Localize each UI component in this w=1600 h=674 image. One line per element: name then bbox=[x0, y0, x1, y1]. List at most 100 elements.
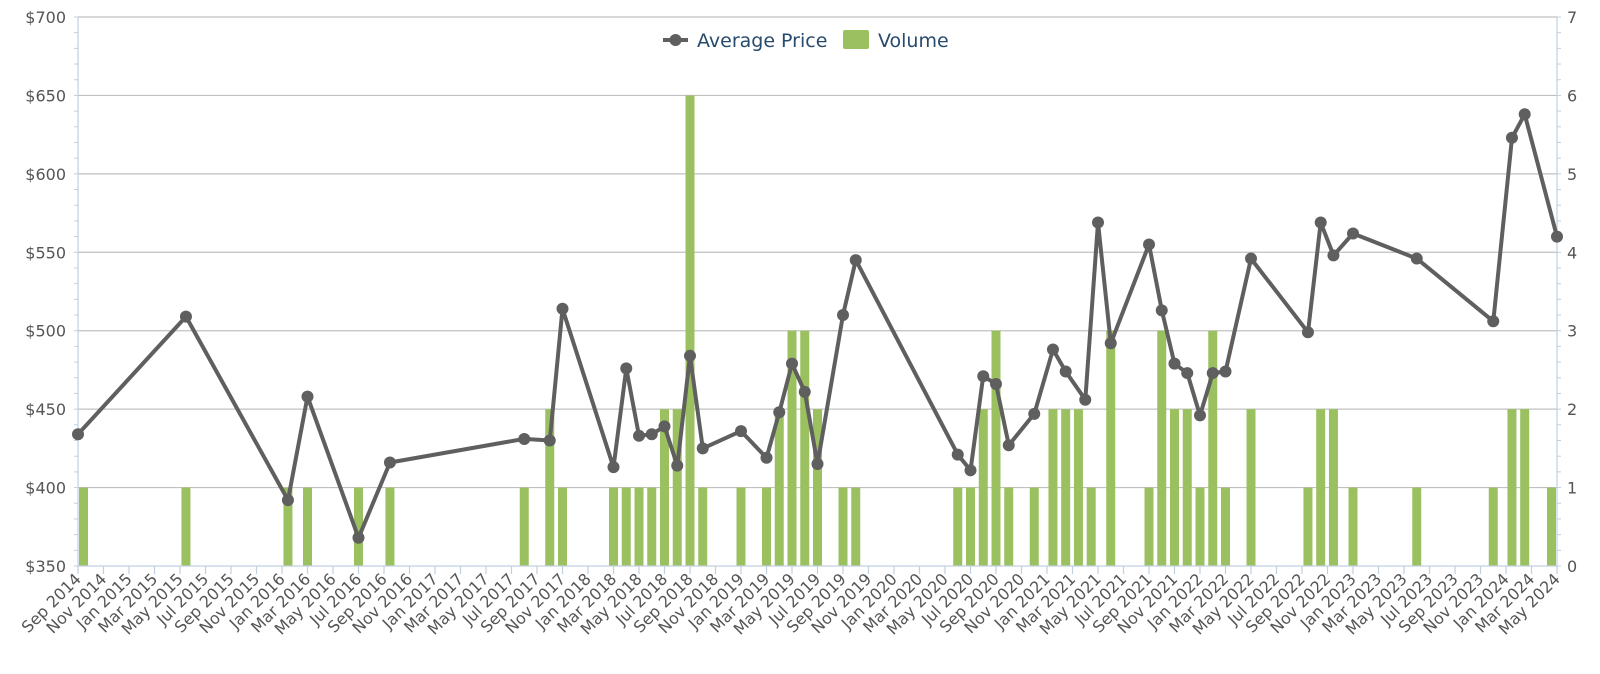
average-price-marker[interactable] bbox=[798, 385, 811, 398]
volume-bar[interactable] bbox=[1303, 487, 1313, 566]
volume-bar[interactable] bbox=[1182, 409, 1192, 566]
average-price-marker[interactable] bbox=[735, 425, 747, 438]
average-price-marker[interactable] bbox=[1314, 216, 1327, 229]
average-price-marker[interactable] bbox=[352, 531, 365, 544]
average-price-marker[interactable] bbox=[645, 428, 658, 441]
average-price-marker[interactable] bbox=[684, 349, 696, 362]
volume-bar[interactable] bbox=[851, 487, 861, 566]
volume-bar[interactable] bbox=[800, 330, 810, 566]
volume-bar[interactable] bbox=[1106, 330, 1116, 566]
volume-bar[interactable] bbox=[1195, 487, 1205, 566]
volume-bar[interactable] bbox=[991, 330, 1001, 566]
volume-bar[interactable] bbox=[1221, 487, 1230, 566]
volume-bar[interactable] bbox=[672, 409, 682, 566]
volume-bar[interactable] bbox=[1144, 487, 1154, 566]
average-price-marker[interactable] bbox=[1194, 409, 1206, 422]
volume-bar[interactable] bbox=[354, 487, 363, 566]
volume-bar[interactable] bbox=[698, 487, 708, 566]
volume-bar[interactable] bbox=[1547, 487, 1556, 566]
average-price-marker[interactable] bbox=[837, 309, 849, 322]
average-price-marker[interactable] bbox=[1245, 252, 1257, 265]
average-price-marker[interactable] bbox=[964, 464, 977, 477]
average-price-marker[interactable] bbox=[1155, 304, 1168, 317]
average-price-marker[interactable] bbox=[607, 461, 620, 474]
volume-bar[interactable] bbox=[1348, 487, 1358, 566]
average-price-marker[interactable] bbox=[1518, 108, 1531, 121]
average-price-marker[interactable] bbox=[658, 420, 671, 433]
average-price-marker[interactable] bbox=[1002, 439, 1015, 452]
legend[interactable]: Average Price Volume bbox=[663, 30, 949, 52]
average-price-marker[interactable] bbox=[1347, 227, 1359, 240]
volume-bar[interactable] bbox=[1073, 409, 1083, 566]
average-price-marker[interactable] bbox=[620, 362, 633, 375]
average-price-marker[interactable] bbox=[696, 442, 709, 455]
average-price-marker[interactable] bbox=[1168, 357, 1181, 370]
volume-bar[interactable] bbox=[558, 487, 567, 566]
average-price-marker[interactable] bbox=[977, 370, 990, 383]
volume-bar[interactable] bbox=[813, 409, 822, 566]
average-price-marker[interactable] bbox=[556, 302, 569, 315]
average-price-marker[interactable] bbox=[72, 428, 84, 441]
average-price-marker[interactable] bbox=[1046, 343, 1059, 356]
average-price-marker[interactable] bbox=[990, 378, 1002, 391]
average-price-marker[interactable] bbox=[773, 406, 786, 419]
average-price-marker[interactable] bbox=[1551, 230, 1563, 243]
average-price-marker[interactable] bbox=[1505, 131, 1518, 144]
volume-bar[interactable] bbox=[685, 95, 695, 566]
volume-bar[interactable] bbox=[787, 330, 797, 566]
volume-bar[interactable] bbox=[774, 409, 784, 566]
average-price-marker[interactable] bbox=[281, 494, 294, 507]
average-price-marker[interactable] bbox=[849, 254, 862, 267]
volume-bar[interactable] bbox=[1061, 409, 1071, 566]
volume-bar[interactable] bbox=[303, 487, 312, 566]
volume-bar[interactable] bbox=[1208, 330, 1218, 566]
volume-bar[interactable] bbox=[634, 487, 644, 566]
volume-bar[interactable] bbox=[385, 487, 395, 566]
volume-bar[interactable] bbox=[1328, 409, 1338, 566]
average-price-marker[interactable] bbox=[1410, 252, 1423, 265]
average-price-marker[interactable] bbox=[1206, 367, 1219, 380]
volume-bar[interactable] bbox=[1246, 409, 1256, 566]
volume-bar[interactable] bbox=[1520, 409, 1530, 566]
volume-bar[interactable] bbox=[736, 487, 746, 566]
average-price-marker[interactable] bbox=[1104, 337, 1117, 350]
average-price-marker[interactable] bbox=[1092, 216, 1104, 229]
volume-bar[interactable] bbox=[1157, 330, 1167, 566]
volume-bar[interactable] bbox=[953, 487, 963, 566]
volume-bar[interactable] bbox=[1412, 487, 1422, 566]
average-price-marker[interactable] bbox=[1301, 326, 1314, 339]
volume-bar[interactable] bbox=[621, 487, 631, 566]
average-price-marker[interactable] bbox=[1487, 315, 1500, 328]
volume-bar[interactable] bbox=[966, 487, 975, 566]
volume-bar[interactable] bbox=[978, 409, 988, 566]
average-price-marker[interactable] bbox=[633, 429, 645, 442]
legend-item-average-price[interactable]: Average Price bbox=[663, 30, 827, 52]
volume-bar[interactable] bbox=[79, 487, 88, 566]
average-price-marker[interactable] bbox=[1028, 407, 1041, 420]
volume-bar[interactable] bbox=[1507, 409, 1517, 566]
volume-bar[interactable] bbox=[762, 487, 771, 566]
average-price-marker[interactable] bbox=[1181, 367, 1194, 380]
volume-bar[interactable] bbox=[1029, 487, 1039, 566]
average-price-marker[interactable] bbox=[671, 459, 684, 472]
volume-bar[interactable] bbox=[1004, 487, 1014, 566]
average-price-marker[interactable] bbox=[1219, 365, 1232, 378]
average-price-marker[interactable] bbox=[301, 390, 314, 403]
volume-bar[interactable] bbox=[609, 487, 618, 566]
average-price-marker[interactable] bbox=[1079, 393, 1092, 406]
volume-bar[interactable] bbox=[283, 487, 293, 566]
volume-bar[interactable] bbox=[838, 487, 848, 566]
volume-bar[interactable] bbox=[1316, 409, 1326, 566]
average-price-marker[interactable] bbox=[1059, 365, 1072, 378]
average-price-marker[interactable] bbox=[1327, 249, 1340, 262]
average-price-marker[interactable] bbox=[179, 310, 192, 323]
volume-bar[interactable] bbox=[545, 409, 555, 566]
volume-bar[interactable] bbox=[519, 487, 529, 566]
average-price-marker[interactable] bbox=[1143, 238, 1155, 251]
volume-bar[interactable] bbox=[181, 487, 191, 566]
average-price-marker[interactable] bbox=[786, 357, 798, 370]
volume-bar[interactable] bbox=[1086, 487, 1096, 566]
volume-bar[interactable] bbox=[1048, 409, 1058, 566]
volume-bar[interactable] bbox=[660, 409, 669, 566]
average-price-marker[interactable] bbox=[811, 458, 824, 471]
